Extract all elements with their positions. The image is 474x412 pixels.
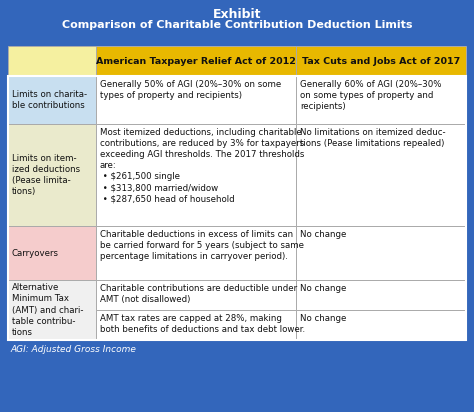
Text: Charitable deductions in excess of limits can
be carried forward for 5 years (su: Charitable deductions in excess of limit… [100, 230, 304, 261]
Text: Exhibit: Exhibit [213, 8, 261, 21]
Text: Generally 50% of AGI (20%–30% on some
types of property and recipients): Generally 50% of AGI (20%–30% on some ty… [100, 80, 281, 100]
Text: Generally 60% of AGI (20%–30%
on some types of property and
recipients): Generally 60% of AGI (20%–30% on some ty… [300, 80, 441, 111]
Bar [296, 124, 466, 226]
Bar [8, 280, 96, 340]
Text: American Taxpayer Relief Act of 2012: American Taxpayer Relief Act of 2012 [96, 56, 296, 66]
Bar [296, 226, 466, 280]
Bar [296, 76, 466, 124]
Bar [296, 46, 466, 76]
Bar [96, 46, 296, 76]
Text: No change: No change [300, 284, 346, 293]
Bar [96, 76, 296, 124]
Bar [8, 124, 96, 226]
Bar [96, 280, 296, 310]
Text: No change: No change [300, 230, 346, 239]
Text: AMT tax rates are capped at 28%, making
both benefits of deductions and tax debt: AMT tax rates are capped at 28%, making … [100, 314, 305, 334]
Bar [96, 226, 296, 280]
Text: Tax Cuts and Jobs Act of 2017: Tax Cuts and Jobs Act of 2017 [302, 56, 460, 66]
Text: Comparison of Charitable Contribution Deduction Limits: Comparison of Charitable Contribution De… [62, 20, 412, 30]
Bar [8, 46, 96, 76]
Text: Most itemized deductions, including charitable
contributions, are reduced by 3% : Most itemized deductions, including char… [100, 128, 304, 204]
Text: Alternative
Minimum Tax
(AMT) and chari-
table contribu-
tions: Alternative Minimum Tax (AMT) and chari-… [12, 283, 83, 337]
Text: Limits on charita-
ble contributions: Limits on charita- ble contributions [12, 90, 87, 110]
Text: Limits on item-
ized deductions
(Pease limita-
tions): Limits on item- ized deductions (Pease l… [12, 154, 80, 196]
Text: AGI: Adjusted Gross Income: AGI: Adjusted Gross Income [10, 345, 136, 354]
Bar [8, 76, 96, 124]
Bar [96, 124, 296, 226]
Bar [8, 226, 96, 280]
Bar [296, 310, 466, 340]
Text: No limitations on itemized deduc-
tions (Pease limitations repealed): No limitations on itemized deduc- tions … [300, 128, 446, 148]
Bar [96, 310, 296, 340]
Text: Carryovers: Carryovers [12, 248, 59, 258]
Bar [296, 280, 466, 310]
Text: Charitable contributions are deductible under
AMT (not disallowed): Charitable contributions are deductible … [100, 284, 297, 304]
Bar [8, 76, 466, 340]
Text: No change: No change [300, 314, 346, 323]
